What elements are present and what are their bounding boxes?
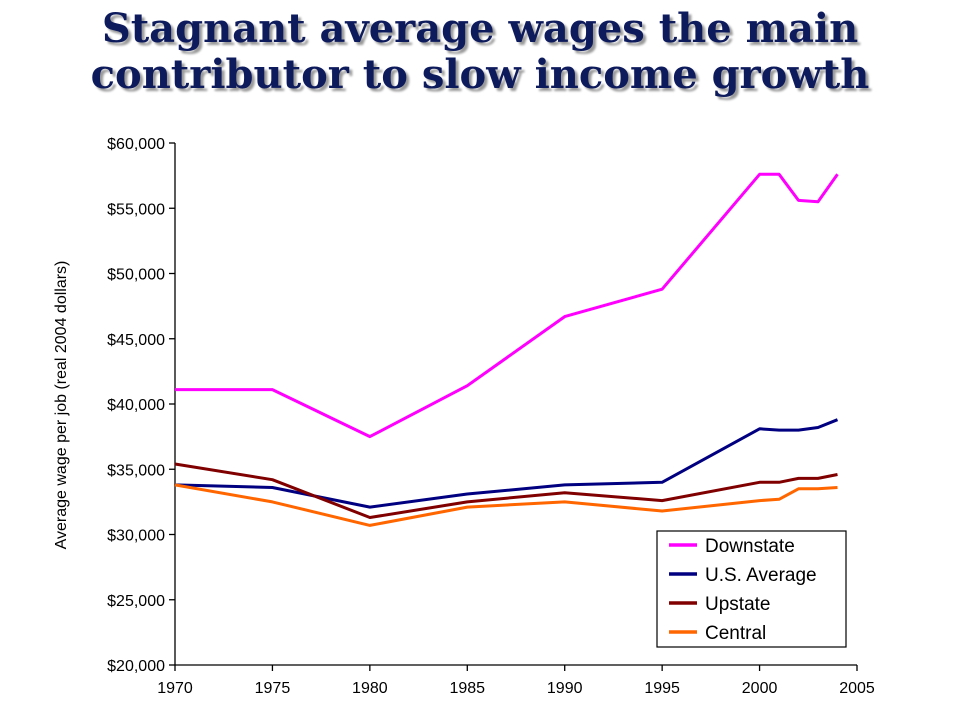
series-line-downstate	[175, 172, 839, 439]
y-tick-label: $55,000	[107, 201, 165, 218]
series-line-u-s-average	[174, 418, 839, 509]
series-line-central	[174, 483, 838, 527]
series-lines	[174, 172, 839, 527]
x-tick-label: 1995	[644, 680, 680, 697]
legend-label: Upstate	[705, 594, 770, 615]
x-tick-label: 1970	[157, 680, 193, 697]
legend: Downstate U.S. Average Upstate Central	[656, 530, 847, 648]
x-tick-label: 1980	[352, 680, 388, 697]
legend-box	[656, 530, 847, 648]
legend-label: U.S. Average	[705, 565, 817, 586]
y-axis-ticks: $20,000 $25,000 $30,000 $35,000 $40,000 $45,0…	[107, 136, 175, 675]
y-tick-label: $40,000	[107, 397, 165, 414]
x-tick-label: 2005	[839, 680, 875, 697]
x-tick-label: 1975	[255, 680, 291, 697]
legend-label: Downstate	[705, 536, 795, 557]
chart-title-line-2: contributor to slow income growth	[90, 51, 870, 98]
chart-title-line-1: Stagnant average wages the main	[101, 5, 859, 52]
legend-label: Central	[705, 623, 766, 644]
y-axis-label: Average wage per job (real 2004 dollars)	[53, 261, 70, 550]
series-line-upstate	[174, 462, 838, 519]
y-tick-label: $20,000	[107, 658, 165, 675]
x-axis-ticks: 1970 1975 1980 1985 1990 1995 2000 2005	[157, 665, 875, 697]
x-tick-label: 2000	[742, 680, 778, 697]
y-tick-label: $60,000	[107, 136, 165, 153]
y-tick-label: $45,000	[107, 332, 165, 349]
y-tick-label: $25,000	[107, 593, 165, 610]
x-tick-label: 1985	[449, 680, 485, 697]
y-tick-label: $50,000	[107, 267, 165, 284]
y-tick-label: $35,000	[107, 462, 165, 479]
x-tick-label: 1990	[547, 680, 583, 697]
y-tick-label: $30,000	[107, 528, 165, 545]
chart-title: Stagnant average wages the main contribu…	[0, 6, 960, 98]
